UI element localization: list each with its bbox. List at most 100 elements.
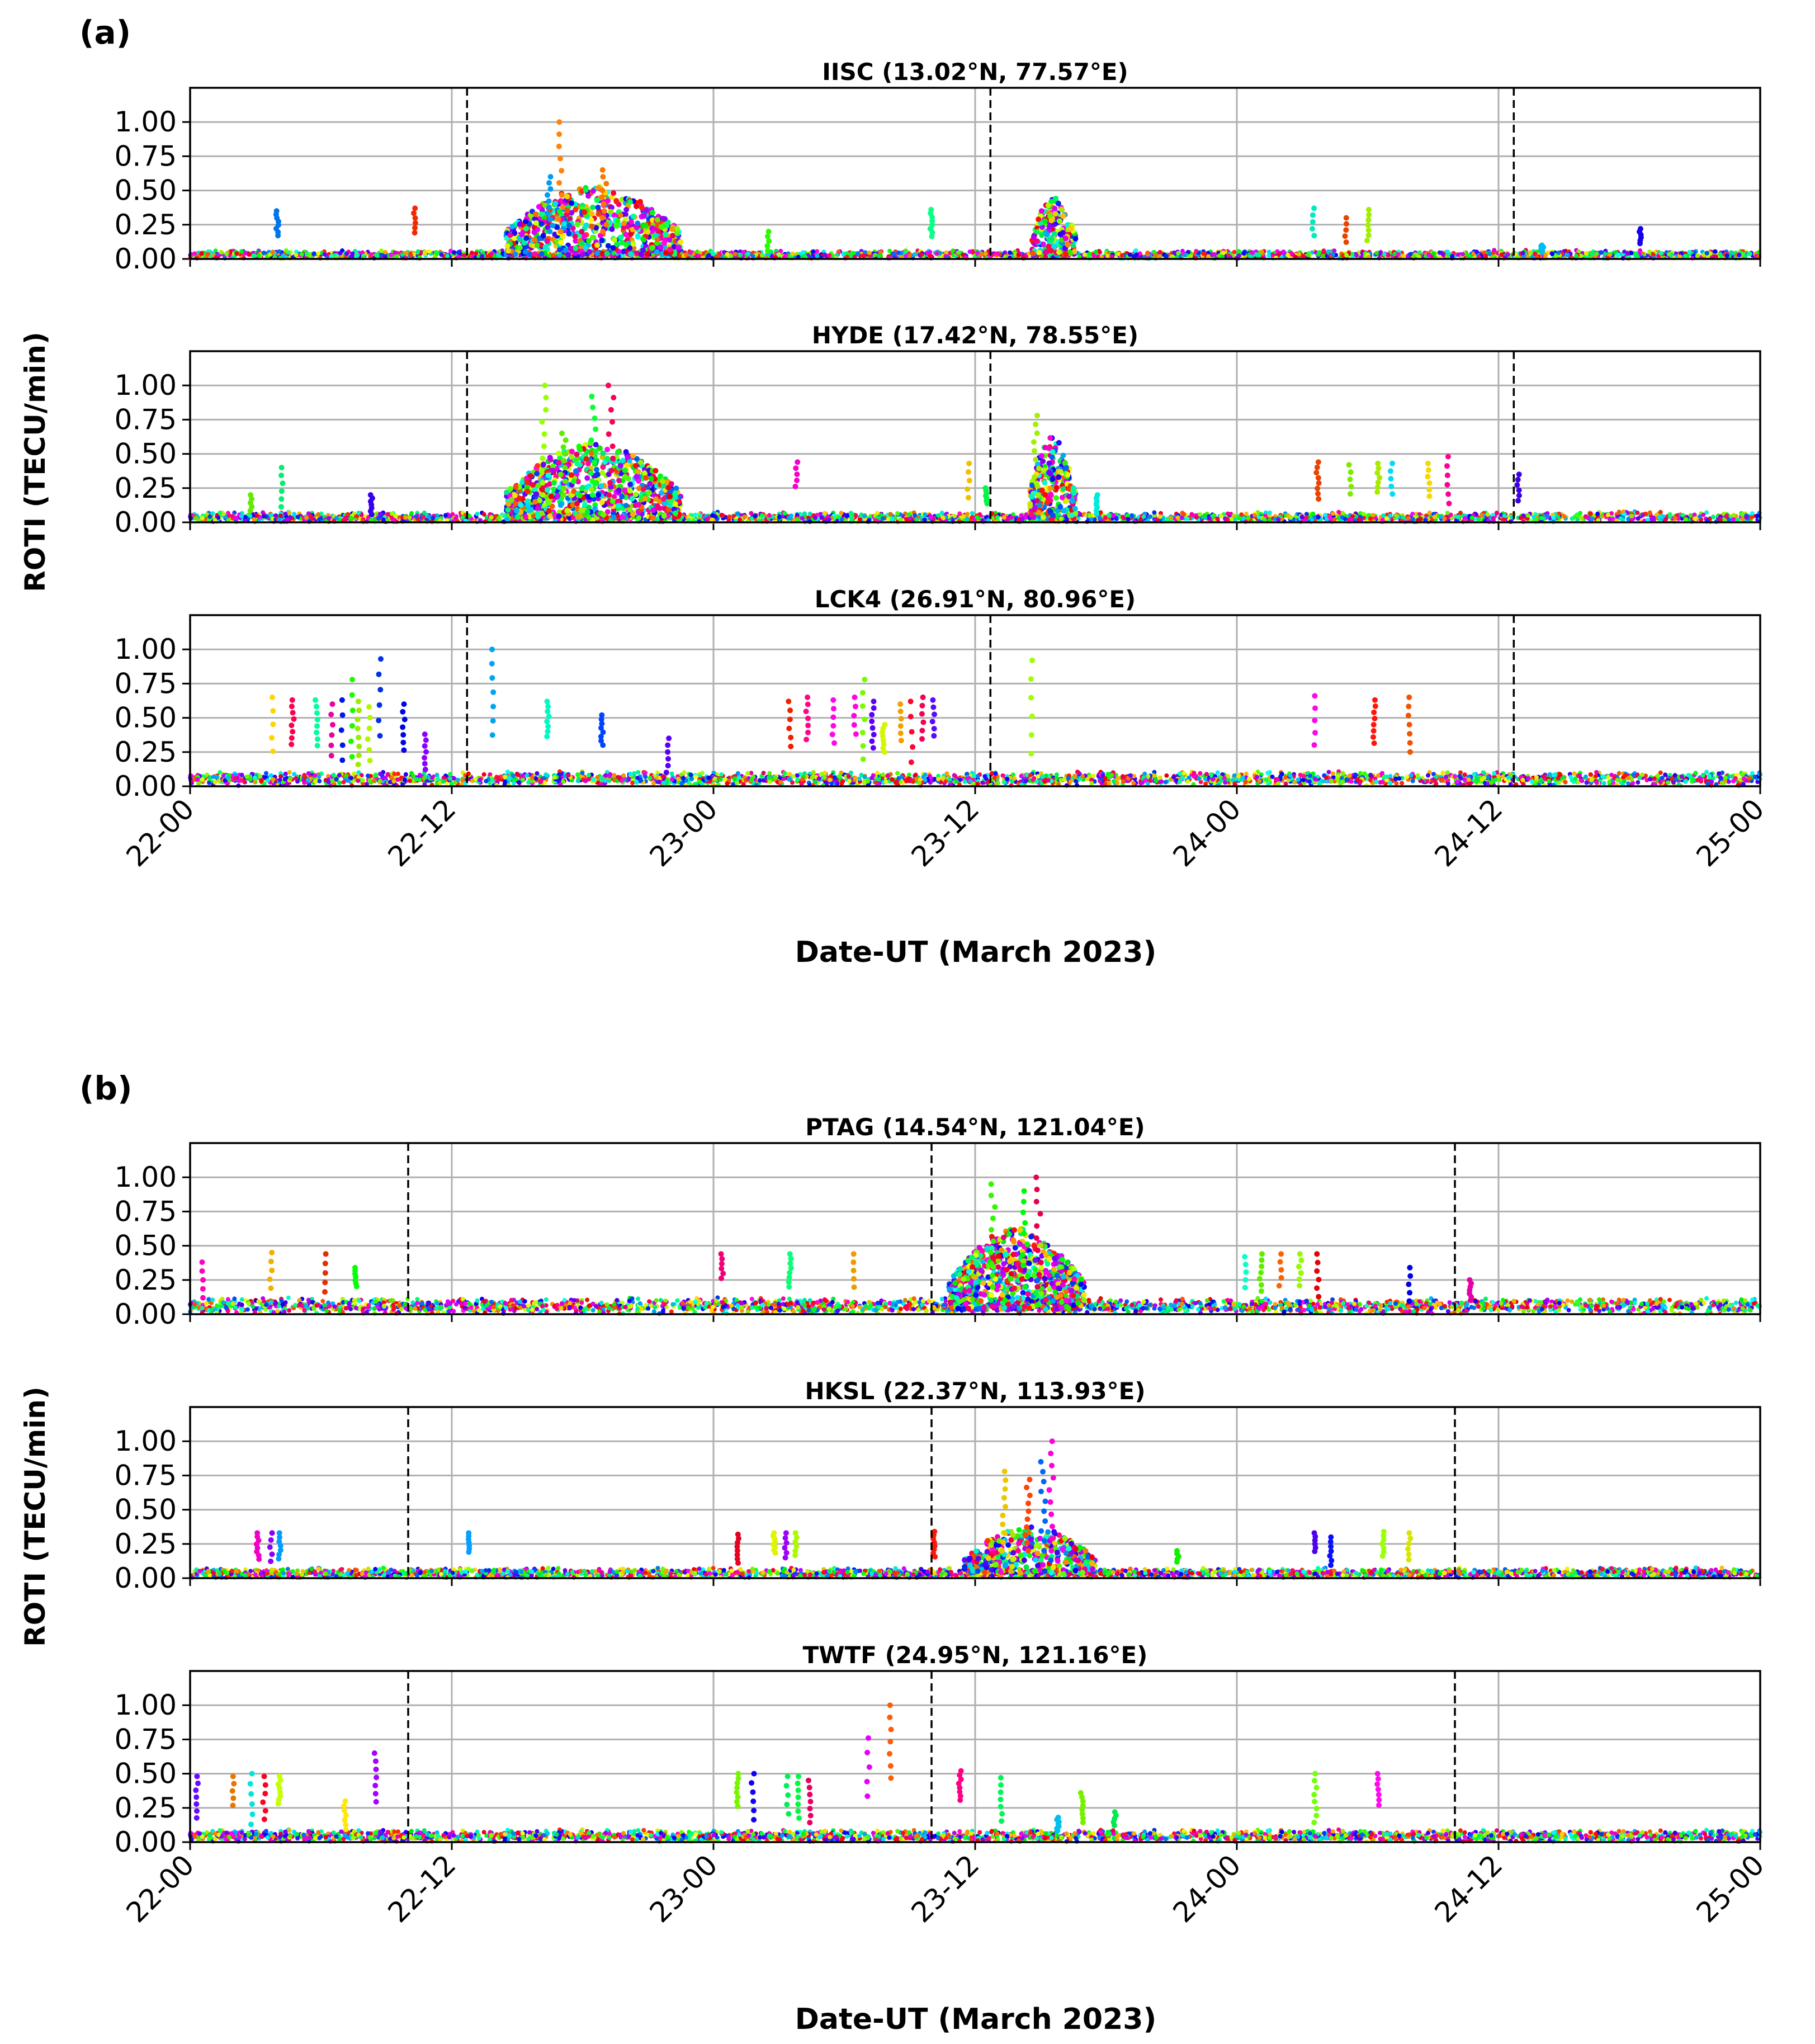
roti-point <box>975 251 980 256</box>
roti-point <box>738 253 743 257</box>
roti-point <box>1157 249 1162 254</box>
roti-point <box>552 200 559 206</box>
roti-point <box>568 246 574 252</box>
roti-point <box>1212 252 1217 257</box>
roti-point <box>599 215 606 221</box>
roti-point <box>234 251 239 256</box>
roti-point <box>589 234 595 240</box>
roti-point <box>1406 516 1411 521</box>
roti-point <box>613 199 620 205</box>
roti-point <box>815 254 820 258</box>
roti-point <box>1093 249 1098 254</box>
roti-point <box>412 220 418 226</box>
roti-point <box>1343 215 1349 221</box>
roti-point <box>1105 253 1110 258</box>
roti-point <box>688 250 693 255</box>
roti-point <box>538 221 545 227</box>
roti-point <box>199 251 204 256</box>
roti-point <box>983 251 988 256</box>
roti-point <box>623 207 630 213</box>
roti-point <box>669 226 675 232</box>
roti-point <box>560 204 566 210</box>
roti-point <box>667 247 673 253</box>
roti-point <box>379 248 384 253</box>
roti-point <box>1458 511 1463 516</box>
roti-point <box>580 252 586 258</box>
roti-point <box>566 222 572 228</box>
roti-point <box>645 229 651 235</box>
roti-point <box>1704 251 1709 256</box>
roti-point <box>601 208 607 214</box>
roti-point <box>610 245 616 251</box>
roti-point <box>1310 226 1315 232</box>
roti-point <box>445 254 450 259</box>
roti-point <box>299 252 304 257</box>
roti-point <box>1579 516 1584 520</box>
roti-point <box>545 192 550 198</box>
roti-point <box>735 511 740 516</box>
panel-a-xlabel: Date-UT (March 2023) <box>795 936 1156 969</box>
roti-point <box>891 252 896 257</box>
roti-point <box>523 219 529 224</box>
roti-point <box>544 238 550 244</box>
roti-point <box>623 242 629 248</box>
roti-point <box>534 242 540 248</box>
roti-point <box>456 250 461 255</box>
roti-point <box>630 213 636 219</box>
y-tick-label: 1.00 <box>115 369 177 402</box>
roti-point <box>1332 248 1337 253</box>
roti-point <box>1718 252 1723 257</box>
panel-a-ylabel: ROTI (TECU/min) <box>19 332 51 592</box>
roti-point <box>1043 249 1049 255</box>
roti-point <box>583 222 589 228</box>
roti-point <box>533 220 539 226</box>
roti-point <box>462 253 467 258</box>
roti-point <box>1724 253 1729 258</box>
roti-point <box>590 188 596 194</box>
roti-point <box>415 250 420 255</box>
roti-point <box>609 226 615 232</box>
roti-point <box>582 209 587 215</box>
roti-point <box>766 238 772 244</box>
roti-point <box>615 218 621 224</box>
roti-point <box>539 211 545 218</box>
roti-point <box>1365 222 1371 228</box>
roti-point <box>546 180 552 186</box>
roti-point <box>600 174 606 180</box>
roti-point <box>1042 218 1048 224</box>
roti-point <box>1431 251 1436 256</box>
roti-point <box>522 249 528 255</box>
scatter-points <box>188 119 1762 261</box>
roti-point <box>532 251 538 257</box>
panel-b-label: (b) <box>79 1069 133 1107</box>
roti-point <box>640 222 646 228</box>
roti-point <box>1651 252 1656 257</box>
roti-point <box>1343 227 1349 233</box>
roti-point <box>661 240 668 246</box>
roti-point <box>1036 249 1042 256</box>
roti-point <box>601 201 607 207</box>
roti-point <box>469 251 474 256</box>
roti-point <box>1063 251 1069 257</box>
roti-point <box>1366 212 1372 218</box>
roti-point <box>1737 253 1742 257</box>
roti-point <box>1053 195 1059 201</box>
roti-point <box>1266 253 1272 258</box>
roti-point <box>434 250 438 255</box>
roti-point <box>369 252 374 257</box>
roti-point <box>594 250 601 256</box>
y-tick-label: 0.00 <box>115 243 177 275</box>
roti-point <box>1088 251 1092 256</box>
roti-point <box>608 209 614 215</box>
roti-point <box>243 251 248 256</box>
roti-point <box>439 252 444 257</box>
roti-point <box>509 223 516 229</box>
roti-point <box>1052 205 1058 211</box>
roti-point <box>1687 249 1692 254</box>
roti-point <box>746 251 751 256</box>
roti-point <box>613 223 620 229</box>
roti-point <box>547 229 553 234</box>
roti-point <box>1311 233 1317 239</box>
roti-point <box>967 249 972 254</box>
roti-point <box>1285 253 1291 258</box>
